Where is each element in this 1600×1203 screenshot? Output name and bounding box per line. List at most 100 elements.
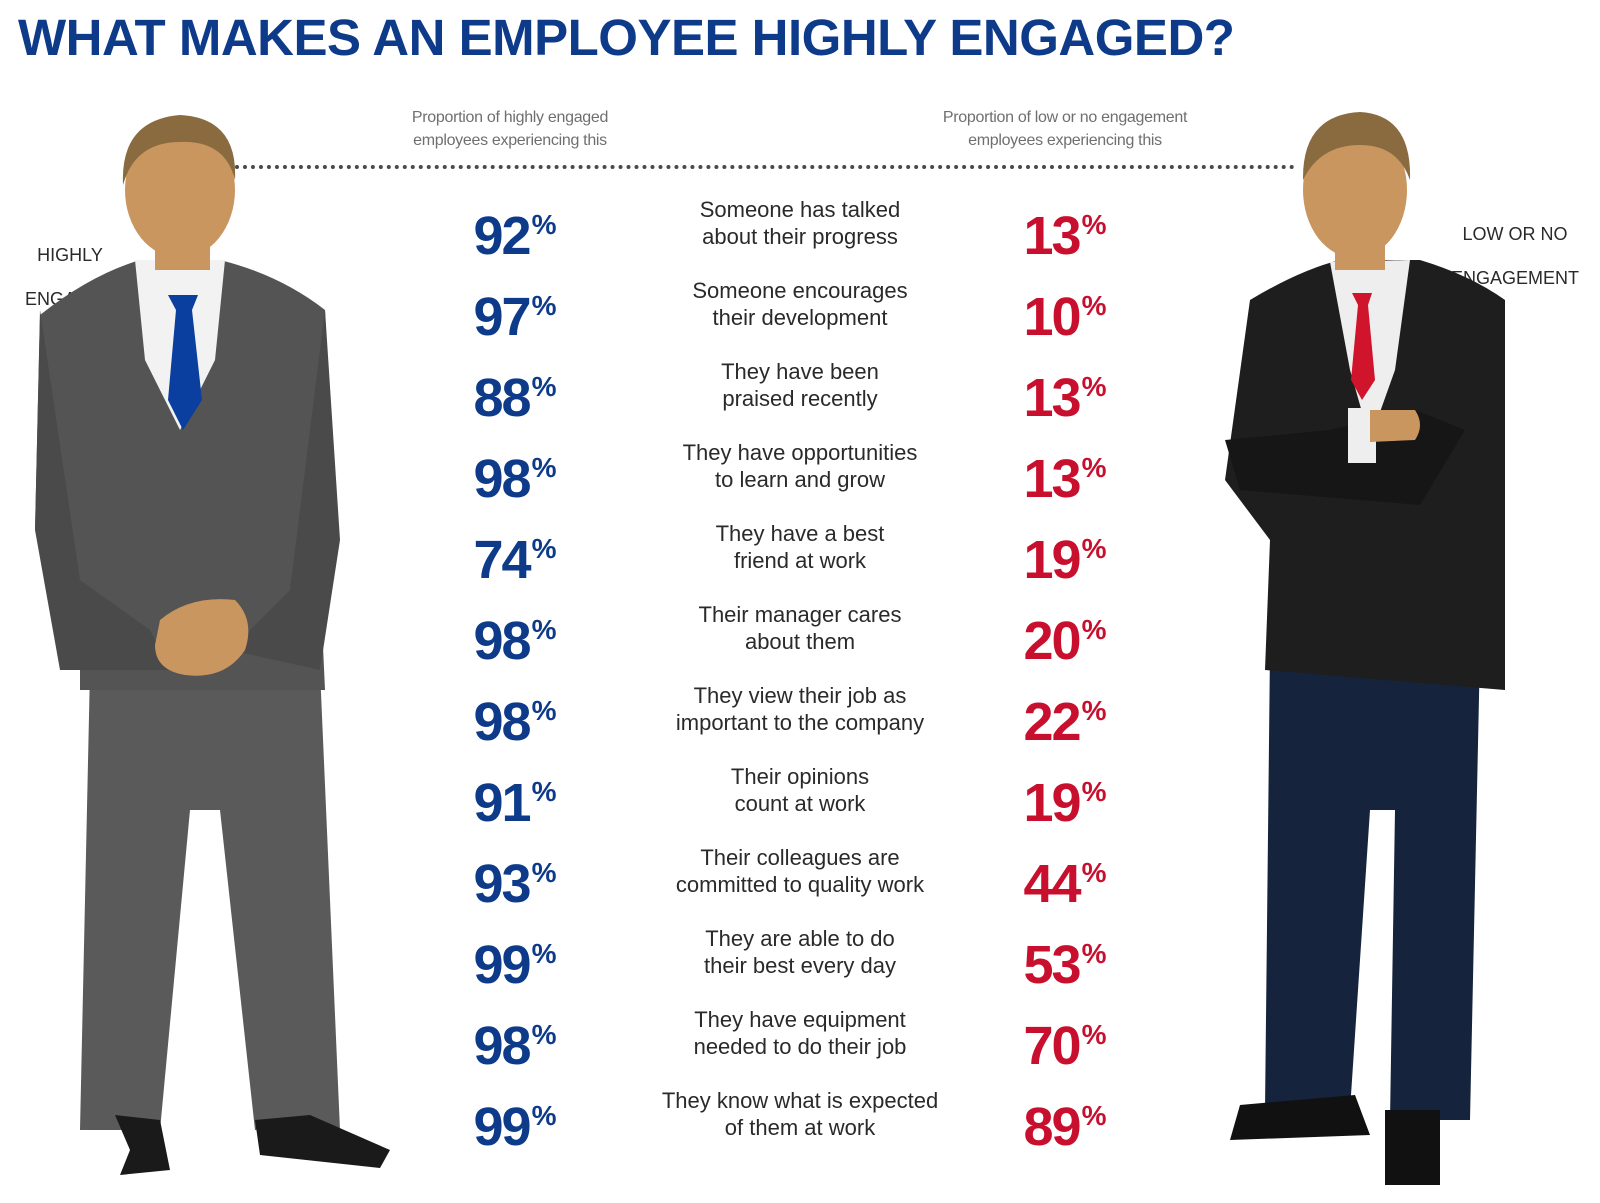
statement-line1: Someone encourages <box>692 278 908 303</box>
left-figure-trousers <box>80 670 340 1130</box>
highly-engaged-percent-value: 92 <box>473 206 532 266</box>
low-engagement-percent-value: 13 <box>1023 368 1082 428</box>
highly-engaged-percent: 98% <box>440 1006 590 1075</box>
highly-engaged-percent-value: 93 <box>473 854 532 914</box>
percent-sign: % <box>531 614 557 645</box>
low-engagement-label-line2: ENGAGEMENT <box>1450 268 1579 288</box>
percent-sign: % <box>531 776 557 807</box>
engagement-statement: Someone has talked about their progress <box>630 196 970 250</box>
right-figure-shoe-right <box>1385 1110 1440 1185</box>
low-engagement-percent-value: 70 <box>1023 1016 1082 1076</box>
low-engagement-percent: 44% <box>990 844 1140 913</box>
low-engagement-percent: 53% <box>990 925 1140 994</box>
low-engagement-label: LOW OR NO ENGAGEMENT <box>1440 201 1590 311</box>
statement-line1: They have a best <box>715 521 885 546</box>
statement-line2: their best every day <box>704 953 896 978</box>
highly-engaged-percent: 88% <box>440 358 590 427</box>
percent-sign: % <box>1081 614 1107 645</box>
highly-engaged-percent-value: 88 <box>473 368 532 428</box>
comparison-row: 97% Someone encourages their development 10… <box>0 273 1600 355</box>
percent-sign: % <box>1081 776 1107 807</box>
highly-engaged-percent: 97% <box>440 277 590 346</box>
statement-line2: committed to quality work <box>675 872 925 897</box>
low-engagement-percent-value: 22 <box>1023 692 1082 752</box>
low-engagement-percent: 19% <box>990 520 1140 589</box>
statement-line2: about their progress <box>702 224 898 249</box>
highly-engaged-percent: 99% <box>440 925 590 994</box>
right-column-header: Proportion of low or no engagement emplo… <box>900 106 1230 152</box>
engagement-statement: They have opportunities to learn and grow <box>630 439 970 493</box>
statement-line2: important to the company <box>675 710 925 735</box>
percent-sign: % <box>531 452 557 483</box>
right-figure-trousers <box>1265 650 1480 1120</box>
comparison-row: 91% Their opinions count at work 19% <box>0 759 1600 841</box>
left-figure-hands <box>155 599 249 676</box>
low-engagement-percent-value: 13 <box>1023 449 1082 509</box>
highly-engaged-percent-value: 99 <box>473 935 532 995</box>
statement-line2: about them <box>744 629 856 654</box>
highly-engaged-percent: 99% <box>440 1087 590 1156</box>
statement-line2: friend at work <box>733 548 867 573</box>
left-figure-jacket <box>35 260 335 690</box>
engagement-statement: They have equipment needed to do their jo… <box>630 1006 970 1060</box>
man-in-grey-suit-blue-tie-icon <box>35 115 390 1175</box>
low-engagement-percent: 13% <box>990 439 1140 508</box>
right-header-line2: employees experiencing this <box>968 132 1162 149</box>
percent-sign: % <box>531 695 557 726</box>
statement-line2: praised recently <box>722 386 878 411</box>
percent-sign: % <box>531 857 557 888</box>
engagement-statement: Their manager cares about them <box>630 601 970 655</box>
statement-line2: count at work <box>734 791 866 816</box>
highly-engaged-percent: 91% <box>440 763 590 832</box>
highly-engaged-percent-value: 98 <box>473 692 532 752</box>
left-figure-shoe-right <box>255 1115 390 1168</box>
statement-line2: needed to do their job <box>693 1034 907 1059</box>
low-engagement-percent-value: 89 <box>1023 1097 1082 1157</box>
right-figure-hand <box>1370 410 1420 442</box>
left-figure-hair <box>122 115 236 185</box>
percent-sign: % <box>531 209 557 240</box>
right-figure-shoe-left <box>1230 1095 1370 1140</box>
engagement-statement: They have a best friend at work <box>630 520 970 574</box>
left-column-header: Proportion of highly engaged employees e… <box>360 106 660 152</box>
percent-sign: % <box>1081 1100 1107 1131</box>
low-engagement-percent: 10% <box>990 277 1140 346</box>
right-figure-hair <box>1302 112 1411 180</box>
percent-sign: % <box>531 533 557 564</box>
right-figure-head <box>1303 122 1407 258</box>
highly-engaged-percent: 92% <box>440 196 590 265</box>
highly-engaged-percent: 98% <box>440 439 590 508</box>
statement-line1: They view their job as <box>693 683 907 708</box>
low-engagement-percent-value: 44 <box>1023 854 1082 914</box>
highly-engaged-percent: 98% <box>440 682 590 751</box>
left-figure-tie <box>168 295 202 430</box>
low-engagement-percent: 20% <box>990 601 1140 670</box>
percent-sign: % <box>531 371 557 402</box>
low-engagement-percent-value: 13 <box>1023 206 1082 266</box>
low-engagement-label-line1: LOW OR NO <box>1462 224 1568 244</box>
highly-engaged-label-line1: HIGHLY <box>37 245 103 265</box>
left-figure-arm-left <box>35 310 170 670</box>
statement-line2: their development <box>712 305 888 330</box>
engagement-statement: They are able to do their best every day <box>630 925 970 979</box>
statement-line1: Someone has talked <box>699 197 901 222</box>
highly-engaged-percent-value: 91 <box>473 773 532 833</box>
statement-line1: They have equipment <box>694 1007 906 1032</box>
low-engagement-percent: 13% <box>990 358 1140 427</box>
left-header-line1: Proportion of highly engaged <box>411 109 609 126</box>
percent-sign: % <box>531 290 557 321</box>
percent-sign: % <box>1081 209 1107 240</box>
right-figure-tie <box>1351 293 1375 400</box>
left-figure-head <box>125 122 235 258</box>
page-title: WHAT MAKES AN EMPLOYEE HIGHLY ENGAGED? <box>18 9 1235 66</box>
low-engagement-percent-value: 53 <box>1023 935 1082 995</box>
highly-engaged-percent-value: 97 <box>473 287 532 347</box>
highly-engaged-percent-value: 99 <box>473 1097 532 1157</box>
statement-line1: They know what is expected <box>661 1088 939 1113</box>
low-engagement-percent-value: 19 <box>1023 530 1082 590</box>
engagement-statement: Their opinions count at work <box>630 763 970 817</box>
percent-sign: % <box>531 938 557 969</box>
comparison-row: 99% They are able to do their best every d… <box>0 921 1600 1003</box>
low-engagement-percent: 22% <box>990 682 1140 751</box>
